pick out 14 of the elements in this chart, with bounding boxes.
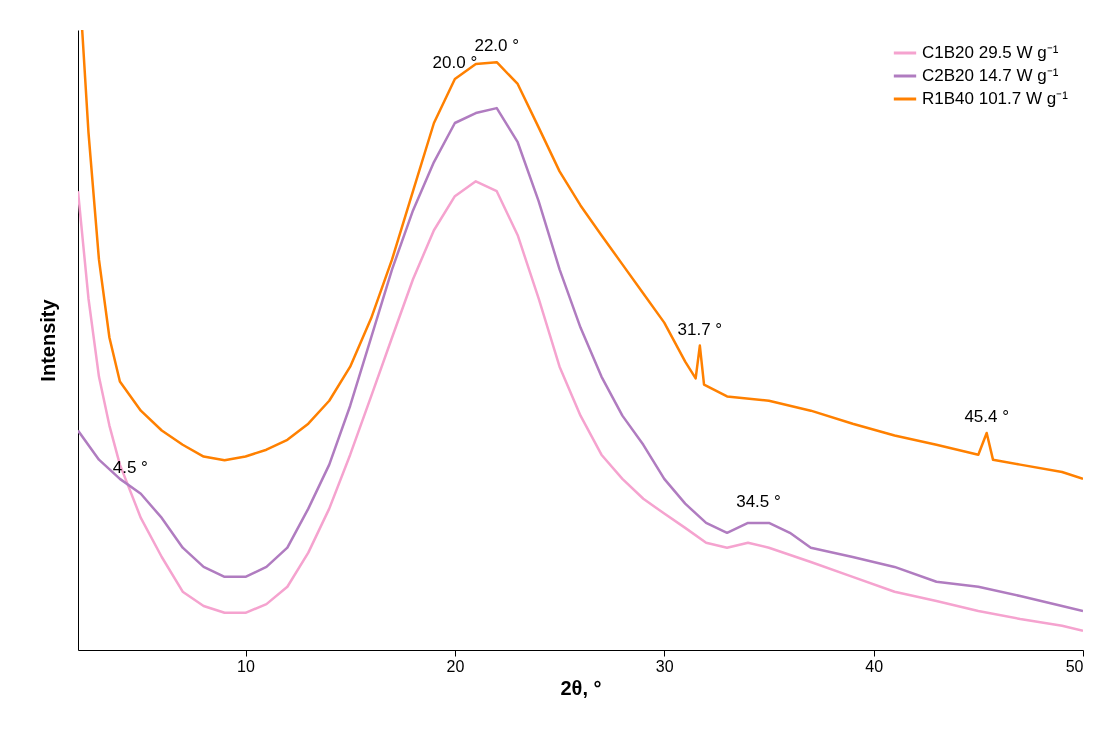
- annotation: 31.7 °: [677, 319, 723, 339]
- x-axis-title: 2θ, °: [560, 676, 602, 699]
- annotation: 34.5 °: [736, 491, 781, 511]
- x-tick-label: 20: [446, 657, 465, 675]
- x-tick-label: 30: [655, 657, 674, 675]
- x-tick-label: 50: [1065, 657, 1084, 675]
- y-axis-title: Intensity: [36, 298, 59, 382]
- annotation: 4.5 °: [112, 457, 148, 477]
- x-tick-label: 40: [865, 657, 884, 675]
- x-tick-label: 10: [237, 657, 255, 675]
- legend-label: R1B40 101.7 W g⁻¹: [922, 89, 1069, 108]
- legend-label: C1B20 29.5 W g⁻¹: [922, 43, 1059, 62]
- annotation: 45.4 °: [964, 407, 1009, 426]
- legend-label: C2B20 14.7 W g⁻¹: [922, 66, 1059, 85]
